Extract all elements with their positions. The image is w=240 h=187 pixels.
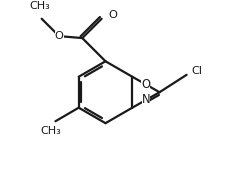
Text: CH₃: CH₃ [29,1,50,11]
Text: Cl: Cl [192,66,203,76]
Text: CH₃: CH₃ [40,126,61,136]
Text: N: N [142,94,150,106]
Text: O: O [55,31,64,41]
Text: O: O [108,10,117,20]
Text: O: O [141,78,150,91]
